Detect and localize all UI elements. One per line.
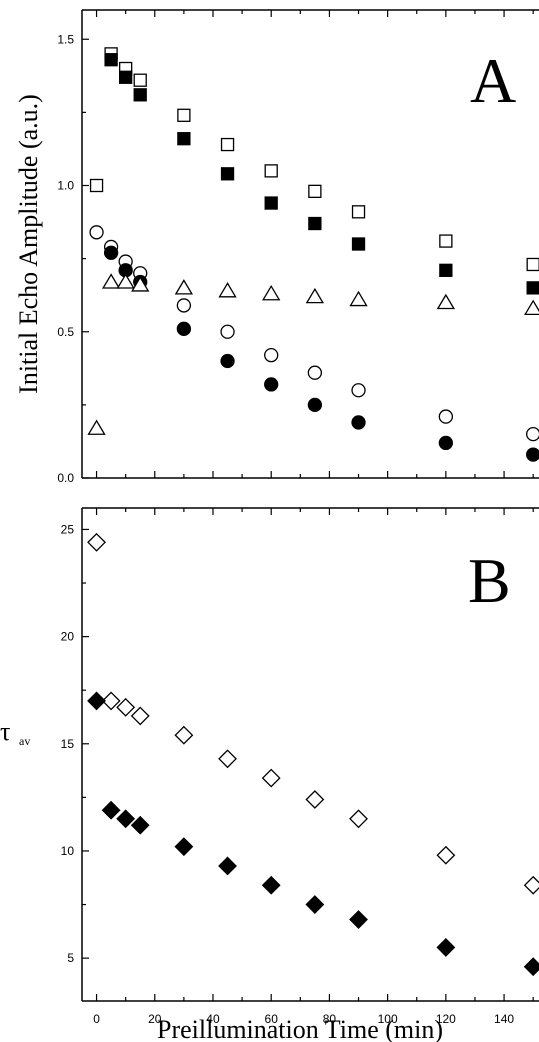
data-point-diamond-open xyxy=(218,749,237,769)
data-point-circle-open xyxy=(89,225,104,240)
x-tick-label: 120 xyxy=(436,1012,456,1026)
data-point-diamond-filled xyxy=(87,691,106,711)
x-tick-label: 20 xyxy=(148,1012,162,1026)
data-point-circle-filled xyxy=(220,353,235,369)
panel-b-letter: B xyxy=(468,545,511,616)
data-point-triangle-open xyxy=(436,293,455,310)
x-tick-label: 140 xyxy=(494,1012,514,1026)
data-point-triangle-open xyxy=(262,284,281,301)
data-point-square-filled xyxy=(264,196,278,210)
y-tick-label: 1.5 xyxy=(57,32,74,46)
y-tick-label: 0.0 xyxy=(57,471,74,485)
x-tick-label: 60 xyxy=(265,1012,279,1026)
data-point-square-filled xyxy=(104,53,118,67)
data-point-square-open xyxy=(220,137,235,152)
x-tick-label: 80 xyxy=(323,1012,337,1026)
data-point-square-filled xyxy=(439,263,453,277)
data-point-square-filled xyxy=(308,216,322,231)
panel-b-ticks: 0 20 40 60 80 100 120 140 5 10 15 20 25 xyxy=(61,508,534,1026)
data-point-square-open xyxy=(264,164,278,178)
data-point-diamond-open xyxy=(305,790,325,809)
y-tick-label: 15 xyxy=(61,737,75,751)
data-point-square-open xyxy=(308,184,322,199)
data-point-diamond-filled xyxy=(174,837,194,857)
data-point-circle-filled xyxy=(307,397,323,413)
data-point-diamond-filled xyxy=(218,856,237,876)
data-point-circle-filled xyxy=(176,321,192,336)
data-point-diamond-filled xyxy=(261,875,281,895)
data-point-square-filled xyxy=(526,281,539,295)
panel-a-y-axis-title: Initial Echo Amplitude (a.u.) xyxy=(14,94,43,394)
data-point-triangle-open xyxy=(349,290,368,307)
data-point-square-filled xyxy=(220,167,235,181)
y-tick-label: 1.0 xyxy=(57,179,74,193)
panel-b-marks xyxy=(87,532,539,977)
data-point-diamond-open xyxy=(436,845,456,865)
data-point-square-filled xyxy=(133,88,147,102)
data-point-diamond-open xyxy=(523,875,539,895)
data-point-diamond-filled xyxy=(523,957,539,977)
y-tick-label: 5 xyxy=(67,951,74,965)
data-point-square-filled xyxy=(119,70,133,84)
data-point-circle-filled xyxy=(438,435,454,451)
data-point-diamond-open xyxy=(174,725,194,745)
panel-b-y-axis-title-main: τ xyxy=(0,717,10,746)
y-tick-label: 10 xyxy=(61,844,75,858)
panel-a-letter: A xyxy=(470,45,516,116)
data-point-diamond-filled xyxy=(101,800,121,820)
data-point-triangle-open xyxy=(116,273,135,289)
data-point-circle-open xyxy=(220,324,235,339)
data-point-square-filled xyxy=(177,132,191,146)
data-point-circle-open xyxy=(264,347,279,363)
data-point-triangle-open xyxy=(174,279,194,295)
data-point-diamond-filled xyxy=(116,809,136,829)
panel-a: 0.0 0.5 1.0 1.5 A Initial Echo Amplitude (a… xyxy=(14,9,539,485)
y-tick-label: 25 xyxy=(61,522,75,536)
data-point-diamond-open xyxy=(116,697,136,717)
y-tick-label: 0.5 xyxy=(57,325,74,339)
data-point-circle-open xyxy=(526,426,539,442)
data-point-triangle-open xyxy=(305,287,325,304)
panel-b-y-axis-title: τ av xyxy=(0,717,30,748)
data-point-triangle-open xyxy=(87,419,106,435)
data-point-triangle-open xyxy=(131,276,150,292)
data-point-diamond-open xyxy=(130,706,150,726)
data-point-triangle-open xyxy=(524,299,539,316)
x-axis-title: Preillumination Time (min) xyxy=(157,1015,443,1042)
x-tick-label: 40 xyxy=(206,1012,220,1026)
data-point-square-open xyxy=(133,73,147,87)
x-tick-label: 0 xyxy=(93,1012,100,1026)
data-point-square-open xyxy=(439,234,453,248)
panel-b: 0 20 40 60 80 100 120 140 5 10 15 20 25 B τ av Preil… xyxy=(0,507,539,1042)
data-point-circle-open xyxy=(307,365,323,380)
data-point-square-open xyxy=(351,205,366,219)
data-point-circle-open xyxy=(438,409,454,424)
data-point-diamond-filled xyxy=(436,937,456,957)
panel-a-ticks: 0.0 0.5 1.0 1.5 xyxy=(57,10,534,485)
data-point-square-filled xyxy=(351,237,366,251)
data-point-circle-open xyxy=(351,383,366,398)
x-tick-label: 100 xyxy=(378,1012,398,1026)
data-point-diamond-filled xyxy=(305,895,325,914)
data-point-diamond-open xyxy=(261,768,281,788)
panel-a-marks xyxy=(87,47,539,462)
panel-b-y-axis-title-sub: av xyxy=(19,734,30,748)
data-point-diamond-open xyxy=(101,691,121,711)
data-point-circle-filled xyxy=(526,447,539,462)
data-point-triangle-open xyxy=(101,273,121,289)
data-point-circle-filled xyxy=(103,245,119,260)
data-point-square-open xyxy=(177,108,191,122)
data-point-diamond-open xyxy=(349,809,368,829)
data-point-circle-filled xyxy=(264,377,279,392)
data-point-circle-open xyxy=(176,298,192,313)
data-point-circle-filled xyxy=(351,415,366,430)
data-point-diamond-filled xyxy=(349,910,368,929)
data-point-triangle-open xyxy=(218,282,237,298)
data-point-square-open xyxy=(89,178,104,193)
data-point-square-open xyxy=(526,257,539,272)
y-tick-label: 20 xyxy=(61,630,75,644)
data-point-diamond-filled xyxy=(130,815,150,835)
data-point-diamond-open xyxy=(87,532,106,552)
